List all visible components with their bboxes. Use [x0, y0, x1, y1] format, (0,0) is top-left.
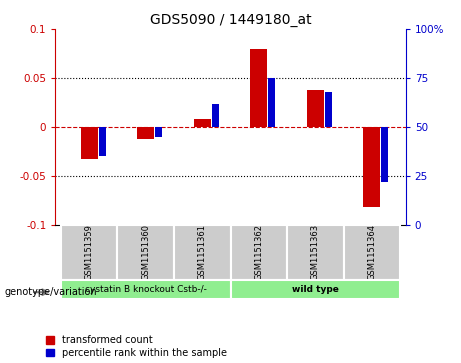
Bar — [230, 280, 400, 299]
Bar — [118, 225, 174, 280]
Bar — [61, 225, 118, 280]
Bar — [287, 225, 343, 280]
Text: GSM1151359: GSM1151359 — [85, 224, 94, 280]
Text: wild type: wild type — [292, 285, 339, 294]
Bar — [81, 127, 98, 159]
Legend: transformed count, percentile rank within the sample: transformed count, percentile rank withi… — [47, 335, 227, 358]
Bar — [343, 225, 400, 280]
Bar — [212, 103, 219, 127]
Title: GDS5090 / 1449180_at: GDS5090 / 1449180_at — [150, 13, 311, 26]
Text: genotype/variation: genotype/variation — [5, 287, 97, 297]
Bar — [99, 127, 106, 156]
Bar — [381, 127, 388, 182]
Bar — [325, 92, 331, 127]
Bar — [194, 119, 211, 127]
Bar — [268, 78, 275, 127]
Bar — [307, 90, 324, 127]
Text: GSM1151360: GSM1151360 — [141, 224, 150, 280]
Text: GSM1151361: GSM1151361 — [198, 224, 207, 280]
Bar — [363, 127, 380, 207]
Text: cystatin B knockout Cstb-/-: cystatin B knockout Cstb-/- — [85, 285, 207, 294]
Bar — [137, 127, 154, 139]
Text: GSM1151364: GSM1151364 — [367, 224, 376, 280]
Bar — [250, 49, 267, 127]
Bar — [61, 280, 230, 299]
Text: GSM1151363: GSM1151363 — [311, 224, 320, 280]
Text: GSM1151362: GSM1151362 — [254, 224, 263, 280]
Bar — [155, 127, 162, 137]
Bar — [230, 225, 287, 280]
Bar — [174, 225, 230, 280]
